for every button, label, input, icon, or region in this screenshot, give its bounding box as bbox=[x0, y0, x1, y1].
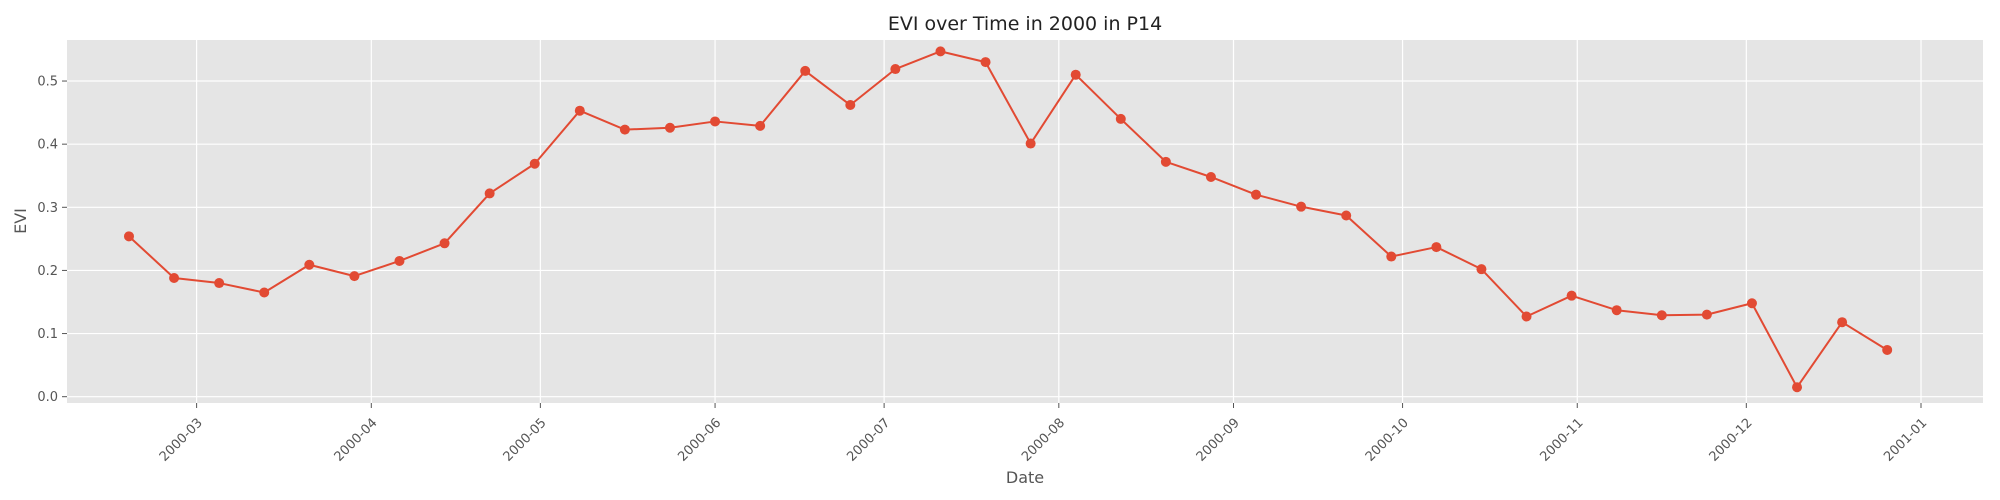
x-tick-label: 2000-05 bbox=[501, 416, 550, 465]
data-point bbox=[484, 188, 495, 199]
y-tick-label: 0.2 bbox=[37, 264, 58, 279]
data-point bbox=[1566, 290, 1577, 301]
data-point bbox=[394, 255, 405, 266]
data-point bbox=[1386, 251, 1397, 262]
data-point bbox=[980, 57, 991, 68]
y-tick-label: 0.1 bbox=[37, 327, 58, 342]
x-tick-label: 2000-04 bbox=[332, 416, 381, 465]
data-point bbox=[890, 64, 901, 75]
data-point bbox=[1115, 113, 1126, 124]
data-point bbox=[1070, 69, 1081, 80]
data-point bbox=[1656, 310, 1667, 321]
x-tick-label: 2000-12 bbox=[1707, 416, 1756, 465]
series-line bbox=[128, 50, 1888, 389]
x-axis-label: Date bbox=[1006, 468, 1044, 487]
data-point bbox=[1792, 382, 1803, 393]
chart-title: EVI over Time in 2000 in P14 bbox=[888, 13, 1162, 35]
series-layer bbox=[123, 46, 1893, 393]
data-point bbox=[1251, 189, 1262, 200]
plot-area bbox=[67, 40, 1983, 403]
data-point bbox=[1701, 309, 1712, 320]
data-point bbox=[574, 105, 585, 116]
data-point bbox=[935, 46, 946, 57]
data-point bbox=[710, 116, 721, 127]
data-point bbox=[1431, 242, 1442, 253]
data-point bbox=[1296, 201, 1307, 212]
data-point bbox=[169, 273, 180, 284]
data-point bbox=[1205, 171, 1216, 182]
data-point bbox=[800, 65, 811, 76]
data-point bbox=[214, 278, 225, 289]
y-tick-label: 0.4 bbox=[37, 138, 58, 153]
data-point bbox=[439, 238, 450, 249]
y-tick-label: 0.5 bbox=[37, 75, 58, 90]
x-tick-label: 2000-10 bbox=[1363, 416, 1412, 465]
data-point bbox=[1746, 298, 1757, 309]
data-point bbox=[259, 287, 270, 298]
data-point bbox=[123, 231, 134, 242]
data-point bbox=[845, 100, 856, 111]
data-point bbox=[349, 271, 360, 282]
data-point bbox=[1025, 138, 1036, 149]
data-point bbox=[1160, 156, 1171, 167]
y-tick-label: 0.3 bbox=[37, 201, 58, 216]
data-point bbox=[619, 124, 630, 135]
data-point bbox=[304, 259, 315, 270]
x-tick-label: 2001-01 bbox=[1881, 416, 1930, 465]
y-axis-label: EVI bbox=[11, 208, 30, 234]
data-point bbox=[755, 120, 766, 131]
x-tick-label: 2000-06 bbox=[675, 416, 724, 465]
x-tick-label: 2000-08 bbox=[1019, 416, 1068, 465]
data-point bbox=[1341, 210, 1352, 221]
y-tick-label: 0.0 bbox=[37, 390, 58, 405]
data-point bbox=[1837, 317, 1848, 328]
x-tick-label: 2000-11 bbox=[1537, 416, 1586, 465]
data-point bbox=[1882, 344, 1893, 355]
x-tick-label: 2000-03 bbox=[157, 416, 206, 465]
data-point bbox=[1611, 305, 1622, 316]
x-tick-label: 2000-07 bbox=[844, 416, 893, 465]
x-tick-label: 2000-09 bbox=[1194, 416, 1243, 465]
data-point bbox=[1476, 264, 1487, 275]
data-point bbox=[1521, 311, 1532, 322]
data-point bbox=[529, 158, 540, 169]
data-point bbox=[664, 122, 675, 133]
